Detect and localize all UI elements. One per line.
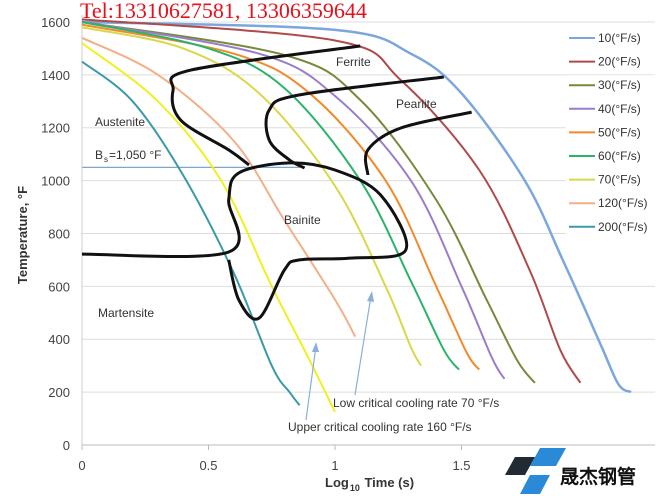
series-line-2 xyxy=(81,20,536,384)
y-tick-label: 800 xyxy=(48,226,70,241)
series-line-4 xyxy=(81,23,480,371)
legend-label: 60(°F/s) xyxy=(598,149,641,163)
x-tick-label: 0.5 xyxy=(199,458,217,473)
legend-label: 10(°F/s) xyxy=(598,31,641,45)
series-line-9 xyxy=(81,42,336,413)
legend-label: 50(°F/s) xyxy=(598,125,641,139)
low-critical-annotation: Low critical cooling rate 70 °F/s xyxy=(333,396,499,410)
x-tick-label: 1.5 xyxy=(452,458,470,473)
series-line-3 xyxy=(81,20,506,380)
series-line-6 xyxy=(81,26,422,367)
region-label-austenite: Austenite xyxy=(95,115,145,129)
upper-critical-arrowhead xyxy=(312,342,319,352)
legend-label: 120(°F/s) xyxy=(598,196,647,210)
y-tick-label: 1600 xyxy=(41,15,70,30)
legend-bg xyxy=(566,98,662,119)
y-tick-label: 1200 xyxy=(41,121,70,136)
low-critical-arrow xyxy=(354,295,372,396)
series-line-0 xyxy=(81,20,632,394)
legend-bg xyxy=(566,216,662,237)
legend-bg xyxy=(566,28,662,48)
legend-label: 200(°F/s) xyxy=(598,220,647,234)
y-tick-label: 0 xyxy=(63,438,70,453)
logo-mark xyxy=(505,448,566,494)
region-label-pearlite: Pearlite xyxy=(396,97,437,111)
low-critical-arrowhead xyxy=(367,291,374,302)
x-axis-label: Log10 Time (s) xyxy=(325,475,414,493)
series-line-5 xyxy=(81,20,460,371)
x-tick-label: 1 xyxy=(331,458,338,473)
legend-label: 70(°F/s) xyxy=(598,173,641,187)
legend-bg xyxy=(566,146,662,166)
legend-label: 20(°F/s) xyxy=(598,55,641,69)
legend-label: 40(°F/s) xyxy=(598,102,641,116)
transformation-curve-2 xyxy=(363,110,472,176)
transformation-curve-3 xyxy=(81,161,409,321)
watermark-phone: Tel:13310627581, 13306359644 xyxy=(80,0,367,23)
y-axis-label: Temperature, °F xyxy=(15,186,30,284)
region-label-martensite: Martensite xyxy=(98,306,154,320)
series-line-7 xyxy=(81,36,357,338)
legend-bg xyxy=(566,122,662,143)
x-tick-label: 0 xyxy=(78,458,85,473)
y-tick-label: 400 xyxy=(48,332,70,347)
y-tick-label: 600 xyxy=(48,279,70,294)
transformation-curve-1 xyxy=(264,75,444,170)
logo-text: 晟杰钢管 xyxy=(560,466,637,488)
y-tick-label: 200 xyxy=(48,385,70,400)
y-tick-label: 1000 xyxy=(41,174,70,189)
region-label-ferrite: Ferrite xyxy=(336,55,371,69)
region-label-bainite: Bainite xyxy=(284,213,321,227)
transformation-curve-0 xyxy=(169,44,361,167)
legend-bg xyxy=(566,193,662,214)
legend-bg xyxy=(566,51,662,72)
bs-label: Bs=1,050 °F xyxy=(95,148,162,164)
y-tick-label: 1400 xyxy=(41,68,70,83)
legend-label: 30(°F/s) xyxy=(598,78,641,92)
legend-bg xyxy=(566,169,662,190)
upper-critical-arrow xyxy=(305,345,317,421)
upper-critical-annotation: Upper critical cooling rate 160 °F/s xyxy=(288,420,472,434)
legend-bg xyxy=(566,75,662,96)
series-line-1 xyxy=(81,18,582,384)
